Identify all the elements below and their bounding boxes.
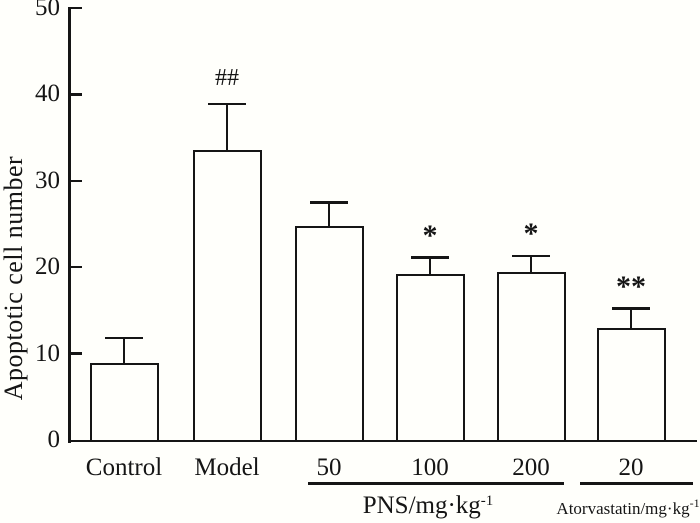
group-underline [580, 482, 693, 485]
y-tick-label: 50 [35, 0, 60, 21]
category-label: 200 [512, 454, 550, 481]
error-bar-stem [122, 338, 126, 366]
bar-model [192, 149, 262, 442]
y-tick [68, 6, 82, 10]
error-bar-stem [529, 255, 533, 275]
category-label: Control [85, 454, 163, 481]
group-label: PNS/mg·kg-1 [363, 493, 494, 518]
group-label-text: Atorvastatin/mg·kg [556, 499, 690, 518]
y-tick-label: 0 [47, 426, 61, 453]
error-bar-cap [105, 336, 143, 340]
error-bar-stem [428, 257, 432, 277]
error-bar-cap [208, 102, 246, 106]
bar-50 [294, 225, 364, 442]
x-axis-line [68, 439, 697, 442]
y-axis-line [68, 8, 71, 443]
y-tick-label: 10 [35, 339, 60, 367]
significance-marker: * [523, 216, 539, 250]
error-bar-stem [225, 103, 229, 152]
significance-marker: ** [616, 269, 646, 303]
error-bar-cap [310, 201, 348, 204]
category-label: 100 [411, 454, 449, 481]
category-label: 50 [316, 454, 342, 481]
y-tick [68, 352, 82, 355]
bar-100 [395, 274, 465, 442]
group-label-superscript: -1 [480, 492, 494, 509]
y-tick-label: 40 [35, 80, 60, 108]
error-bar-stem [629, 308, 633, 330]
bar-20 [596, 327, 666, 442]
significance-marker: ## [215, 64, 239, 91]
y-tick [68, 93, 82, 96]
category-label: Model [194, 454, 260, 481]
error-bar-cap [512, 254, 550, 258]
y-tick-label: 20 [35, 253, 60, 281]
group-label-superscript: -1 [689, 496, 700, 511]
error-bar-cap [612, 307, 650, 310]
error-bar-stem [327, 202, 331, 228]
group-underline [308, 482, 564, 485]
significance-marker: * [422, 218, 438, 252]
y-tick [68, 265, 82, 269]
y-tick-label: 30 [35, 166, 60, 194]
category-label: 20 [618, 454, 644, 481]
group-label-text: PNS/mg·kg [362, 492, 481, 519]
y-tick [68, 179, 82, 183]
error-bar-cap [411, 256, 449, 259]
bar-200 [496, 272, 566, 442]
group-label: Atorvastatin/mg·kg-1 [556, 497, 699, 518]
bar-control [89, 363, 159, 442]
